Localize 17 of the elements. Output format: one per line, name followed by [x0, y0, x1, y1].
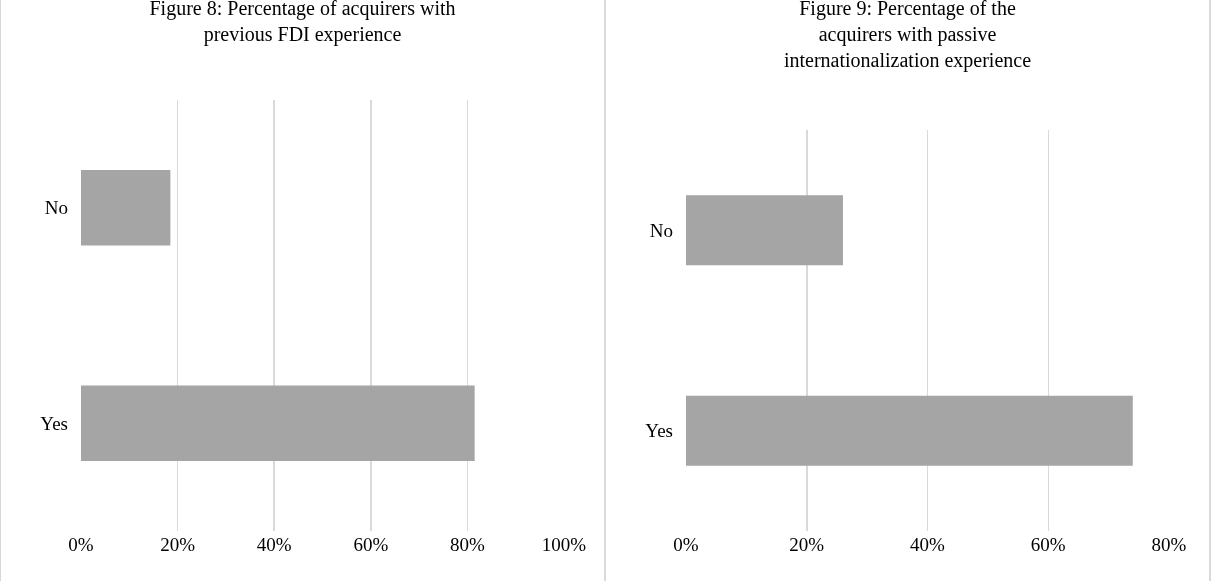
- x-tick-label: 20%: [160, 534, 196, 555]
- x-tick-label: 100%: [541, 534, 587, 555]
- x-tick-label: 60%: [1030, 534, 1066, 555]
- y-tick-label: No: [649, 219, 673, 241]
- y-tick-label: Yes: [645, 420, 673, 442]
- x-tick-label: 40%: [256, 534, 292, 555]
- x-tick-label: 0%: [68, 534, 94, 555]
- x-tick-label: 80%: [449, 534, 485, 555]
- x-tick-label: 80%: [1151, 534, 1187, 555]
- chart-title: Figure 8: Percentage of acquirers with previous FDI experience: [149, 0, 456, 46]
- chart-title: Figure 9: Percentage of the acquirers with passive internationalization experience: [783, 0, 1032, 72]
- x-tick-label: 60%: [353, 534, 389, 555]
- x-tick-label: 40%: [910, 534, 946, 555]
- y-tick-label: No: [44, 197, 68, 219]
- x-tick-label: 0%: [673, 534, 699, 555]
- x-tick-label: 20%: [789, 534, 825, 555]
- y-tick-label: Yes: [40, 412, 68, 434]
